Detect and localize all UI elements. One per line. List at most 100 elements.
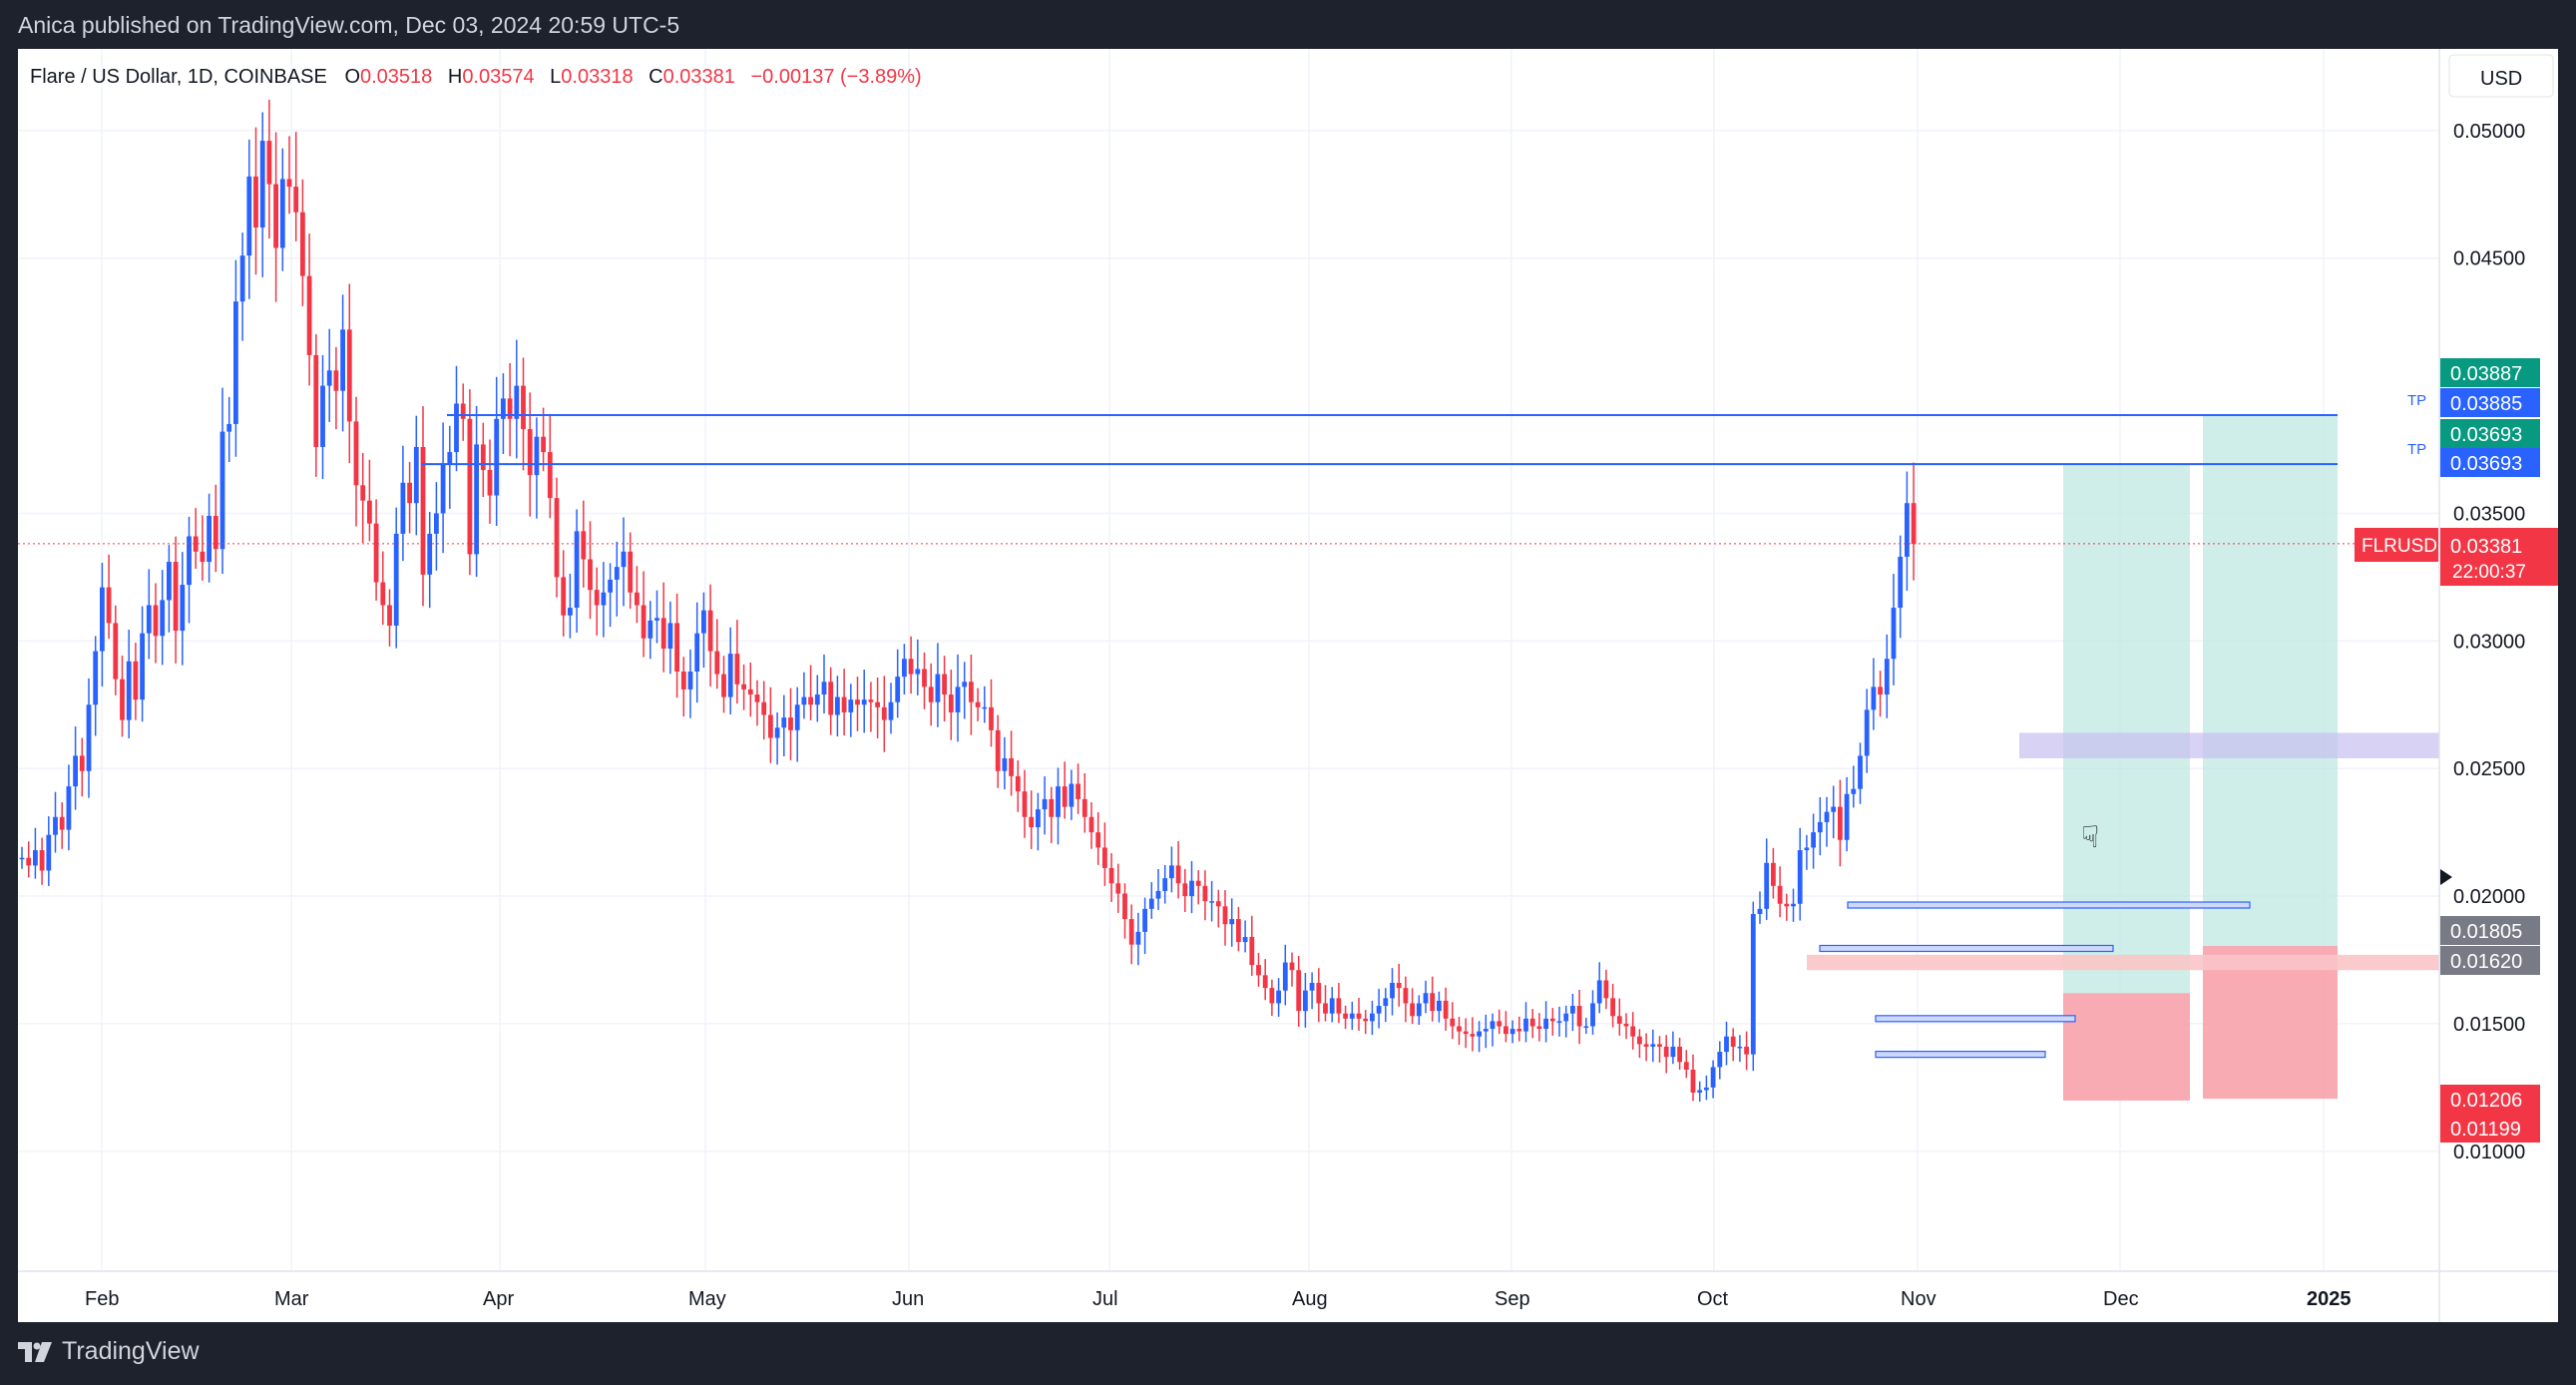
candle-body xyxy=(1075,783,1080,799)
time-axis[interactable]: Feb Mar Apr May Jun Jul Aug Sep Oct Nov Dec 2025 xyxy=(85,1288,2352,1310)
hand-cursor-icon: ☟ xyxy=(2081,821,2099,854)
candle-body xyxy=(1423,993,1429,1004)
candle-body xyxy=(1858,755,1863,789)
candle-body xyxy=(1583,1026,1589,1028)
candle-body xyxy=(1269,988,1275,1004)
x-tick-label: Aug xyxy=(1292,1288,1328,1310)
candle-body xyxy=(53,816,58,835)
candle-body xyxy=(1242,936,1248,943)
candle-body xyxy=(1155,890,1161,899)
candle-body xyxy=(1844,793,1850,840)
candle-body xyxy=(1911,503,1917,545)
candle-body xyxy=(561,577,567,616)
candle-body xyxy=(674,623,679,673)
candle-body xyxy=(1056,786,1061,817)
candle-body xyxy=(1851,788,1857,794)
candle-body xyxy=(541,436,546,453)
candle-body xyxy=(1549,1018,1555,1022)
candle-body xyxy=(1182,883,1188,897)
candle-body xyxy=(761,701,767,715)
y-tick-label: 0.01000 xyxy=(2453,1142,2525,1163)
tradingview-logo[interactable]: TradingView xyxy=(18,1337,200,1366)
candle-body xyxy=(574,531,580,609)
x-tick-label: Dec xyxy=(2103,1288,2139,1310)
candle-body xyxy=(1884,659,1890,695)
purple-zone xyxy=(2019,732,2439,758)
candle-body xyxy=(774,727,780,738)
candle-body xyxy=(861,699,867,705)
candle-body xyxy=(962,682,968,688)
last-price-tag xyxy=(2440,528,2558,586)
candle-body xyxy=(768,714,773,738)
x-tick-label: May xyxy=(688,1288,726,1310)
level-tag-label: 0.01206 xyxy=(2450,1090,2522,1112)
candle-body xyxy=(1303,990,1308,1012)
y-tick-label: 0.03500 xyxy=(2453,503,2525,525)
candle-body xyxy=(1570,1006,1575,1014)
order-block xyxy=(1875,1015,2076,1023)
candle-body xyxy=(126,661,132,720)
x-tick-label: 2025 xyxy=(2307,1288,2352,1310)
ohlc-legend: Flare / US Dollar, 1D, COINBASE O0.03518… xyxy=(30,66,922,88)
candle-body xyxy=(113,623,119,680)
level-tag xyxy=(2440,946,2540,975)
candle-body xyxy=(1657,1044,1662,1047)
candle-body xyxy=(1784,903,1790,907)
y-tick-label: 0.01500 xyxy=(2453,1014,2525,1036)
candle-body xyxy=(420,446,426,575)
candle-body xyxy=(286,179,292,188)
loss-zone-2 xyxy=(2203,945,2338,1100)
symbol-title: Flare / US Dollar, 1D, COINBASE xyxy=(30,66,327,88)
candle-body xyxy=(1777,885,1783,904)
candle-body xyxy=(647,620,653,639)
candle-body xyxy=(1215,901,1221,907)
candle-body xyxy=(140,633,145,700)
candle-body xyxy=(1356,1013,1362,1019)
level-tag-label: 0.01199 xyxy=(2450,1119,2521,1141)
candle-body xyxy=(1022,791,1028,817)
candle-body xyxy=(922,669,927,688)
candle-body xyxy=(1081,798,1087,817)
candle-body xyxy=(106,587,112,624)
candle-body xyxy=(581,531,587,560)
x-tick-label: Sep xyxy=(1495,1288,1530,1310)
candle-body xyxy=(100,587,105,652)
x-tick-label: Feb xyxy=(85,1288,119,1310)
candle-body xyxy=(1376,1006,1382,1014)
candle-body xyxy=(1195,880,1201,886)
candle-body xyxy=(33,850,38,866)
candle-body xyxy=(1556,1021,1562,1023)
candle-body xyxy=(1383,998,1389,1007)
currency-button[interactable] xyxy=(2448,54,2554,98)
candle-body xyxy=(360,485,366,501)
candle-body xyxy=(594,590,600,606)
candle-body xyxy=(447,452,453,465)
candle-body xyxy=(608,579,613,593)
candle-body xyxy=(1148,898,1154,909)
candle-body xyxy=(400,482,406,534)
candle-body xyxy=(1477,1031,1482,1037)
price-axis[interactable]: 0.05000 0.04500 0.03500 0.03000 0.02500 0.020… xyxy=(2453,121,2525,1163)
candle-body xyxy=(794,704,800,730)
candle-body xyxy=(1349,1013,1355,1019)
candle-body xyxy=(1797,850,1803,904)
candle-body xyxy=(1503,1026,1508,1035)
brand-label: TradingView xyxy=(62,1337,200,1365)
candle-body xyxy=(875,701,880,707)
candle-body xyxy=(1015,775,1021,792)
candle-body xyxy=(1744,1046,1749,1055)
level-tag-label: 0.03885 xyxy=(2450,393,2522,415)
candle-body xyxy=(1209,901,1214,903)
candle-body xyxy=(1095,832,1101,848)
candle-body xyxy=(568,608,573,616)
candle-body xyxy=(454,403,459,453)
candle-body xyxy=(1169,865,1174,879)
candle-body xyxy=(259,141,265,229)
tp-label: TP xyxy=(2407,392,2426,409)
candle-body xyxy=(928,687,934,702)
candle-body xyxy=(133,661,139,700)
candle-body xyxy=(480,444,486,470)
candle-body xyxy=(588,559,593,591)
level-tag xyxy=(2440,916,2540,945)
